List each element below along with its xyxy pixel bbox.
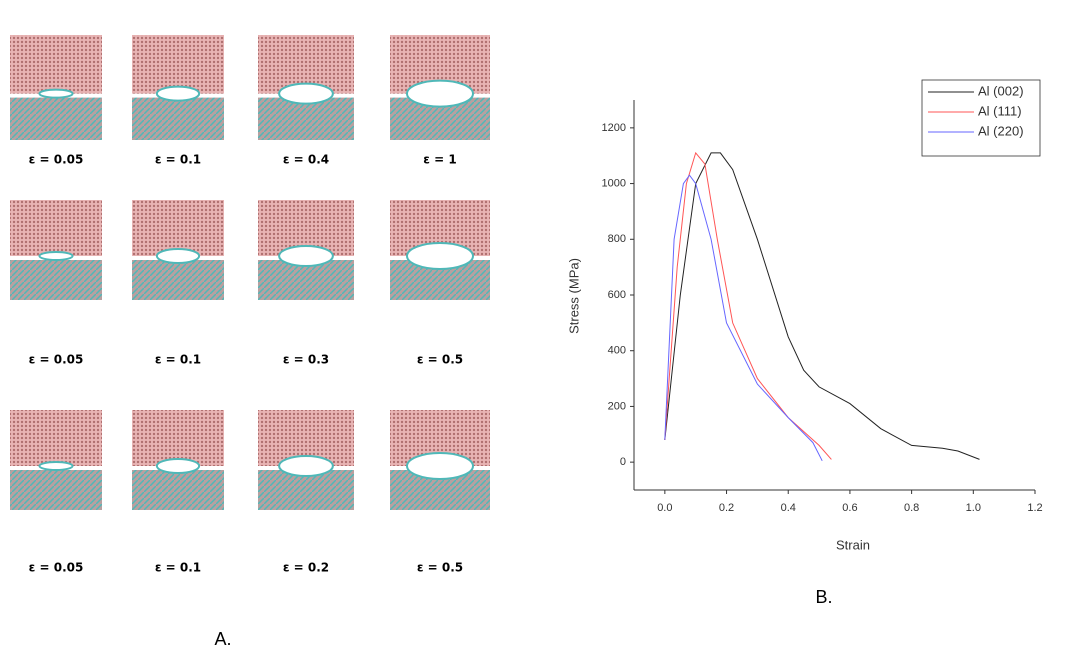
crystal-top [132, 410, 224, 466]
x-axis-label: Strain [836, 537, 870, 552]
strain-label: ε = 0.5 [417, 353, 463, 367]
legend-label: Al (111) [978, 103, 1022, 118]
legend-label: Al (220) [978, 123, 1024, 138]
void [406, 242, 474, 270]
x-tick-label: 0.8 [904, 502, 919, 514]
crystal-bottom [132, 260, 224, 300]
crystal-bottom [132, 97, 224, 140]
void [406, 452, 474, 480]
strain-label: ε = 0.3 [283, 353, 329, 367]
void [155, 248, 201, 264]
crystal-bottom [258, 97, 354, 140]
strain-label: ε = 1 [423, 153, 456, 167]
panel-a [10, 35, 490, 510]
void [155, 458, 201, 474]
snapshot [10, 35, 102, 140]
snapshot [390, 410, 490, 510]
strain-label: ε = 0.4 [283, 153, 329, 167]
void [278, 455, 334, 477]
crystal-bottom [10, 470, 102, 510]
y-tick-label: 600 [608, 289, 626, 301]
snapshot [132, 35, 224, 140]
snapshot [258, 35, 354, 140]
void [278, 245, 334, 267]
void [406, 79, 474, 108]
y-axis-label: Stress (MPa) [566, 258, 581, 334]
snapshot [10, 200, 102, 300]
void [155, 85, 201, 102]
crystal-bottom [10, 97, 102, 140]
panel-caption: B. [815, 587, 832, 607]
snapshot [132, 200, 224, 300]
snapshot [10, 410, 102, 510]
series-line [664, 152, 980, 460]
x-tick-label: 0.0 [657, 502, 672, 514]
strain-label: ε = 0.05 [29, 561, 84, 575]
crystal-top [10, 200, 102, 256]
y-tick-label: 1000 [602, 177, 626, 189]
y-tick-label: 1200 [602, 122, 626, 134]
x-tick-label: 1.2 [1027, 502, 1042, 514]
void [38, 251, 74, 261]
y-tick-label: 800 [608, 233, 626, 245]
snapshot [390, 200, 490, 300]
series-line [664, 151, 832, 460]
y-tick-label: 200 [608, 400, 626, 412]
snapshot [132, 410, 224, 510]
x-tick-label: 0.2 [719, 502, 734, 514]
void [38, 88, 74, 99]
y-tick-label: 0 [620, 456, 626, 468]
panel-caption: A. [214, 629, 231, 649]
strain-label: ε = 0.05 [29, 153, 84, 167]
crystal-bottom [10, 260, 102, 300]
snapshot [258, 200, 354, 300]
strain-label: ε = 0.2 [283, 561, 329, 575]
strain-label: ε = 0.1 [155, 561, 201, 575]
x-tick-label: 1.0 [966, 502, 981, 514]
crystal-bottom [132, 470, 224, 510]
crystal-top [10, 410, 102, 466]
strain-label: ε = 0.5 [417, 561, 463, 575]
void [38, 461, 74, 471]
series-line [664, 174, 823, 462]
legend-box [921, 79, 1041, 157]
crystal-top [132, 200, 224, 256]
snapshot [390, 35, 490, 140]
snapshot [258, 410, 354, 510]
strain-label: ε = 0.05 [29, 353, 84, 367]
void [278, 82, 334, 105]
strain-label: ε = 0.1 [155, 353, 201, 367]
crystal-top [10, 35, 102, 94]
x-tick-label: 0.6 [842, 502, 857, 514]
x-tick-label: 0.4 [781, 502, 796, 514]
strain-label: ε = 0.1 [155, 153, 201, 167]
y-tick-label: 400 [608, 345, 626, 357]
crystal-top [132, 35, 224, 94]
legend-label: Al (002) [978, 83, 1024, 98]
